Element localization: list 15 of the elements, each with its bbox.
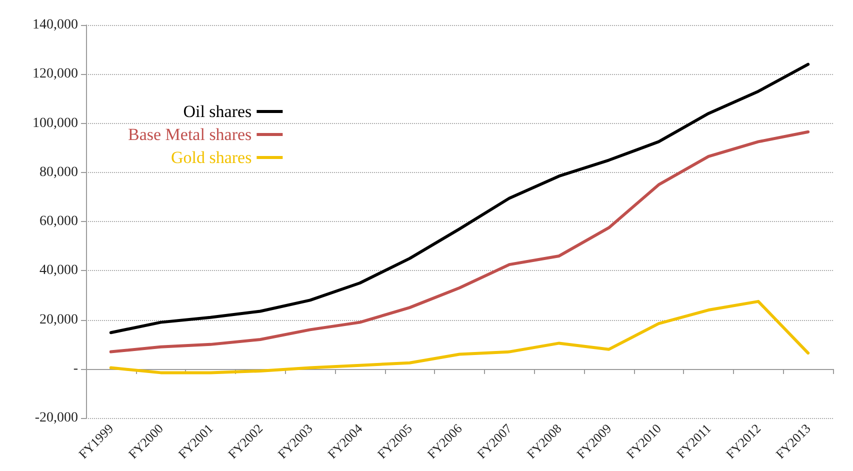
y-tick-label: 60,000 (40, 214, 78, 230)
line-series (109, 300, 810, 374)
legend-label: Gold shares (170, 148, 252, 167)
line-series (109, 130, 810, 354)
y-tick-label: - (73, 362, 78, 377)
y-tick-label: -20,000 (34, 410, 78, 426)
y-tick-label: 20,000 (40, 312, 78, 328)
y-tick-label: 40,000 (40, 263, 78, 278)
y-tick-label: 140,000 (32, 18, 78, 32)
legend-label: Base Metal shares (128, 125, 252, 144)
y-tick-label: 100,000 (32, 116, 78, 131)
line-series (109, 62, 810, 334)
y-tick-label: 80,000 (40, 164, 78, 180)
legend-label: Oil shares (183, 102, 252, 121)
y-tick-label: 120,000 (32, 66, 78, 82)
